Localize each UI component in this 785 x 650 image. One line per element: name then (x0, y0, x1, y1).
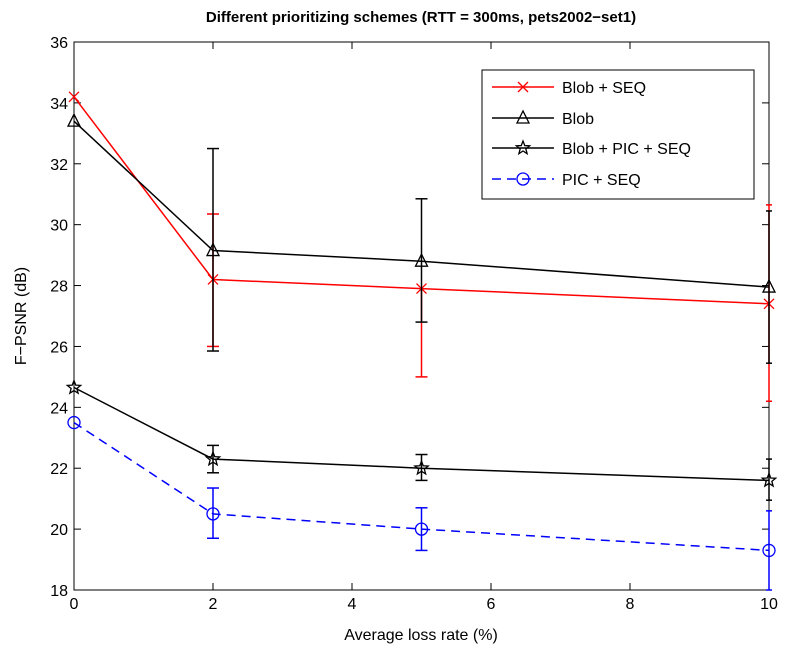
y-tick-label: 28 (50, 279, 68, 296)
y-tick-label: 24 (50, 400, 68, 417)
data-point (413, 459, 430, 476)
series-3 (67, 415, 776, 591)
legend-item: Blob + SEQ (492, 80, 646, 97)
data-point (65, 378, 83, 395)
y-axis-label: F−PSNR (dB) (13, 267, 30, 365)
legend-marker (514, 139, 532, 156)
series-line (73, 96, 770, 305)
series-2 (65, 378, 778, 501)
legend-marker (516, 172, 530, 186)
x-tick-label: 10 (760, 596, 778, 613)
data-point (205, 242, 221, 257)
data-point (206, 507, 220, 521)
data-point (67, 415, 81, 430)
x-axis-label: Average loss rate (%) (344, 627, 498, 644)
x-tick-label: 6 (487, 596, 496, 613)
series-layer (65, 91, 778, 591)
data-point (414, 522, 429, 536)
data-point (68, 91, 80, 103)
data-point (66, 112, 82, 127)
series-line (73, 421, 770, 552)
x-tick-label: 0 (70, 596, 79, 613)
y-tick-label: 20 (50, 522, 68, 539)
data-point (760, 471, 778, 488)
y-tick-label: 34 (50, 96, 68, 113)
chart-title: Different prioritizing schemes (RTT = 30… (206, 9, 636, 26)
y-tick-label: 22 (50, 461, 68, 478)
legend-label: Blob + SEQ (562, 80, 646, 97)
marker-stroke (517, 81, 529, 93)
legend-label: Blob + PIC + SEQ (562, 141, 691, 158)
y-tick-label: 26 (50, 339, 68, 356)
legend-label: PIC + SEQ (562, 172, 641, 189)
series-line (73, 386, 770, 482)
data-point (204, 450, 222, 467)
x-tick-label: 4 (348, 596, 357, 613)
legend-item: Blob (492, 109, 594, 128)
legend-marker (517, 81, 529, 93)
legend: Blob + SEQ Blob Blob + PIC + SEQ PIC + SEQ (481, 69, 755, 200)
data-point (762, 543, 776, 558)
y-tick-label: 18 (50, 583, 68, 600)
data-point (761, 278, 777, 293)
series-line (73, 120, 770, 288)
series-1 (66, 112, 777, 364)
legend-label: Blob (562, 111, 594, 128)
x-tick-label: 2 (209, 596, 218, 613)
marker-stroke (68, 91, 80, 103)
x-tick-label: 8 (626, 596, 635, 613)
legend-item: Blob + PIC + SEQ (492, 139, 691, 158)
legend-marker (515, 109, 531, 124)
y-tick-label: 30 (50, 218, 68, 235)
legend-item: PIC + SEQ (492, 172, 641, 189)
y-tick-label: 32 (50, 157, 68, 174)
data-point (414, 252, 429, 267)
y-tick-label: 36 (50, 35, 68, 52)
